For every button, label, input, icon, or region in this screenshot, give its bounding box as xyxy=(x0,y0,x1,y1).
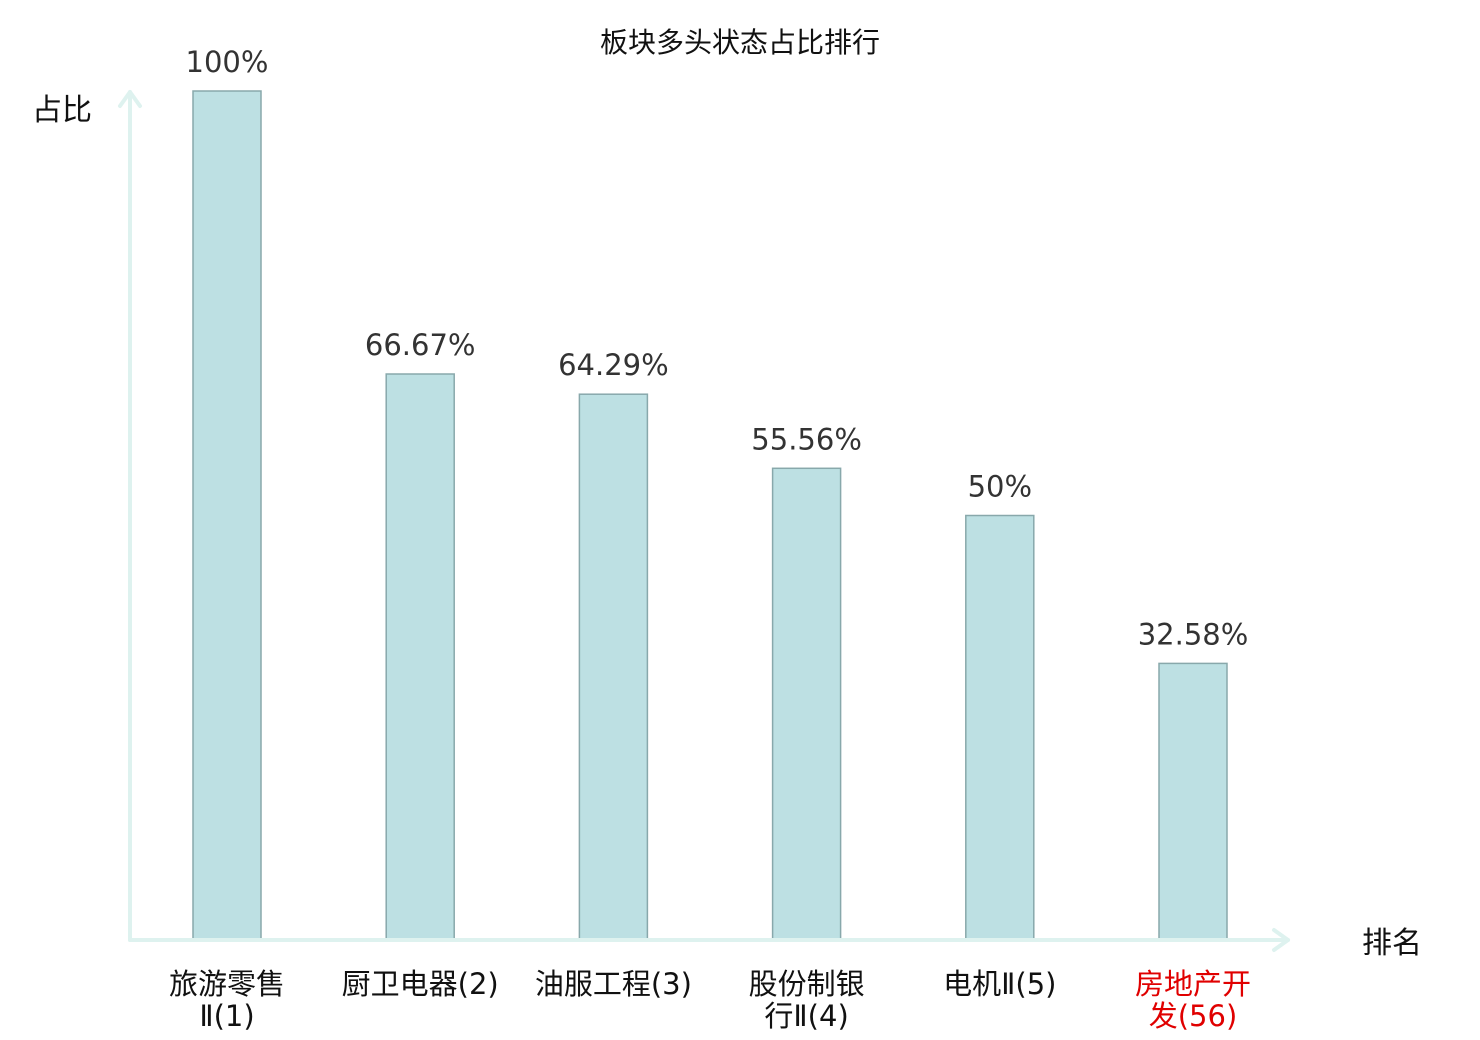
value-label-1: 100% xyxy=(186,45,269,79)
category-label-1-line2: Ⅱ(1) xyxy=(199,999,254,1033)
value-label-2: 66.67% xyxy=(365,328,476,362)
value-label-6: 32.58% xyxy=(1138,617,1249,651)
bar-6 xyxy=(1158,662,1228,941)
value-label-3: 64.29% xyxy=(558,348,669,382)
chart-title: 板块多头状态占比排行 xyxy=(600,26,880,59)
bar-2 xyxy=(385,373,455,941)
bar-4 xyxy=(771,467,842,941)
category-label-6: 房地产开 xyxy=(1135,967,1251,1001)
category-label-4: 股份制银 xyxy=(749,967,865,1001)
category-label-2: 厨卫电器(2) xyxy=(342,967,499,1001)
value-label-5: 50% xyxy=(968,470,1032,504)
y-axis-arrow xyxy=(118,90,142,108)
category-label-3: 油服工程(3) xyxy=(535,967,692,1001)
category-label-4-line2: 行Ⅱ(4) xyxy=(764,999,848,1033)
value-label-4: 55.56% xyxy=(751,422,862,456)
bars-group xyxy=(192,90,1228,941)
category-label-5: 电机Ⅱ(5) xyxy=(943,967,1056,1001)
x-axis xyxy=(128,928,1290,952)
value-labels-group: 100% 66.67% 64.29% 55.56% 50% 32.58% xyxy=(186,45,1249,651)
bar-5 xyxy=(965,514,1035,941)
bar-1 xyxy=(192,90,262,941)
x-axis-title: 排名 xyxy=(1362,926,1422,961)
bar-3 xyxy=(578,393,649,941)
category-label-1: 旅游零售 xyxy=(169,967,285,1001)
y-axis-title: 占比 xyxy=(32,93,92,128)
x-axis-arrow xyxy=(1272,928,1290,952)
y-axis xyxy=(118,90,142,942)
category-label-6-line2: 发(56) xyxy=(1149,999,1238,1033)
